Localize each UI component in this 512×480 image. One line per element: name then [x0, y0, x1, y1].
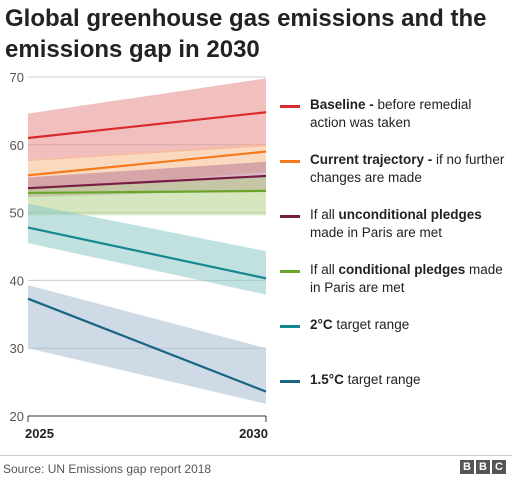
legend-swatch: [280, 160, 300, 163]
y-tick-label: 60: [10, 138, 24, 153]
legend-label: If all conditional pledges made in Paris…: [310, 261, 510, 297]
legend-label-rest: before remedial action was taken: [310, 97, 472, 130]
y-tick-label: 30: [10, 341, 24, 356]
range-band-2c: [28, 203, 266, 295]
y-tick-label: 40: [10, 273, 24, 288]
y-tick-label: 70: [10, 70, 24, 85]
legend-label-prefix: If all: [310, 262, 339, 277]
legend-label-prefix: If all: [310, 207, 339, 222]
legend-swatch: [280, 105, 300, 108]
y-tick-label: 20: [10, 409, 24, 424]
legend-swatch: [280, 380, 300, 383]
source-note: Source: UN Emissions gap report 2018: [3, 462, 212, 476]
legend-label-bold: 2°C: [310, 317, 333, 332]
y-tick-label: 50: [10, 206, 24, 221]
legend-label-bold: unconditional pledges: [338, 207, 482, 222]
legend-swatch: [280, 325, 300, 328]
x-tick-label: 2030: [239, 426, 268, 441]
legend-label-rest: if no further changes are made: [310, 152, 505, 185]
range-band-baseline: [28, 78, 266, 162]
bbc-logo-letter-3: C: [492, 460, 506, 474]
legend-swatch: [280, 270, 300, 273]
legend-label-rest: made in Paris are met: [310, 225, 443, 240]
legend-label-bold: conditional pledges: [338, 262, 466, 277]
legend-label-bold: Baseline -: [310, 97, 374, 112]
legend-label-bold: 1.5°C: [310, 372, 344, 387]
legend-label-rest: target range: [343, 372, 421, 387]
bbc-logo-letter-2: B: [476, 460, 490, 474]
legend-label: Current trajectory - if no further chang…: [310, 151, 510, 187]
legend-swatch: [280, 215, 300, 218]
series-line-current-trajectory: [27, 150, 267, 177]
x-tick-label: 2025: [25, 426, 54, 441]
series-line-2c: [27, 226, 267, 280]
legend-label: Baseline - before remedial action was ta…: [310, 96, 510, 132]
series-line-unconditional-pledges: [27, 174, 267, 190]
legend-label: If all unconditional pledges made in Par…: [310, 206, 510, 242]
series-line-1.5c: [27, 297, 267, 393]
legend-label-rest: target range: [332, 317, 410, 332]
legend-label: 1.5°C target range: [310, 371, 510, 389]
bbc-logo-letter-1: B: [460, 460, 474, 474]
footer-divider: [0, 455, 512, 456]
bbc-logo: B B C: [460, 460, 506, 474]
chart-title: Global greenhouse gas emissions and the …: [5, 5, 487, 63]
series-line-baseline: [27, 111, 267, 140]
legend-label-bold: Current trajectory -: [310, 152, 433, 167]
series-line-conditional-pledges: [27, 189, 267, 195]
legend-label-rest: made in Paris are met: [310, 262, 503, 295]
legend-label: 2°C target range: [310, 316, 510, 334]
